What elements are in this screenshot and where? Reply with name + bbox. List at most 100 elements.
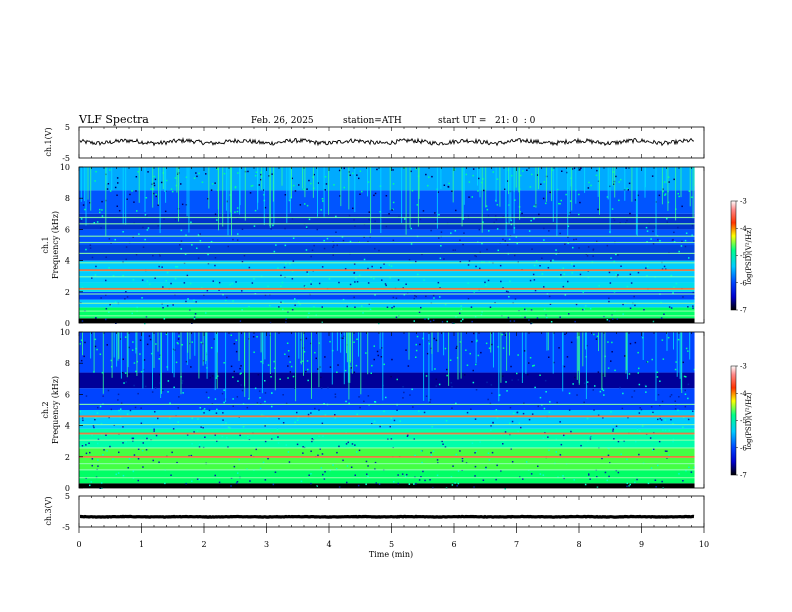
spec-speckle (599, 390, 602, 393)
spec-speckle (133, 454, 136, 456)
spec-speckle (615, 253, 617, 256)
spec-speckle (105, 279, 107, 282)
spec-speckle (186, 274, 189, 277)
spec-speckle (572, 383, 574, 385)
spec-speckle (463, 232, 465, 234)
spec-line-1-1 (79, 310, 695, 312)
spec-speckle (556, 401, 558, 404)
spec-speckle (171, 190, 174, 193)
spec-speckle (124, 298, 126, 300)
spec-sferic (346, 332, 347, 354)
spec-speckle (236, 396, 239, 398)
spec-speckle (539, 265, 541, 267)
spec-speckle (227, 446, 229, 448)
spec-speckle (451, 407, 453, 409)
spec-speckle (672, 292, 674, 294)
spec-speckle (105, 434, 107, 436)
spec-speckle (298, 184, 300, 186)
spec-speckle (214, 474, 216, 477)
spec-speckle (334, 393, 337, 395)
spec-speckle (451, 386, 453, 388)
spec-speckle (131, 349, 134, 351)
spec-speckle (404, 218, 406, 220)
spec-speckle (533, 364, 535, 367)
spec-speckle (691, 196, 693, 198)
spec-speckle (525, 461, 528, 463)
spec-speckle (366, 473, 368, 475)
spec-speckle (548, 356, 550, 358)
spec-speckle (607, 367, 610, 369)
spec-speckle (506, 244, 509, 246)
spec-speckle (291, 218, 294, 220)
spec-speckle (646, 230, 649, 232)
spec-speckle (579, 169, 581, 171)
spec-speckle (338, 486, 341, 488)
spec-speckle (214, 264, 216, 267)
spec-sferic (126, 332, 128, 378)
spec-speckle (251, 282, 254, 284)
spec-speckle (190, 454, 193, 457)
spec-speckle (282, 422, 285, 424)
spec-speckle (124, 372, 127, 374)
spec-speckle (137, 479, 139, 482)
spec-speckle (237, 472, 239, 474)
spec-speckle (455, 453, 457, 456)
spec-speckle (201, 287, 203, 289)
spec-sferic (261, 332, 263, 394)
spec-sferic (547, 332, 549, 351)
spec-speckle (329, 366, 332, 368)
spec-line-2-1 (79, 469, 695, 471)
spec-speckle (91, 464, 93, 467)
spec-speckle (505, 290, 508, 293)
spec-speckle (91, 277, 93, 279)
spec-speckle (651, 449, 654, 451)
spec-speckle (539, 374, 541, 376)
spec-speckle (200, 426, 202, 428)
spec-speckle (459, 261, 462, 263)
spec-speckle (392, 296, 395, 299)
spec-speckle (157, 204, 159, 206)
spec-sferic (585, 332, 587, 399)
spec-speckle (320, 467, 323, 469)
spec-speckle (379, 211, 381, 213)
spec-speckle (211, 183, 214, 185)
spec-speckle (307, 273, 309, 275)
spec-speckle (193, 177, 196, 179)
spec-speckle (327, 386, 329, 389)
spec-speckle (131, 190, 133, 192)
spec-sferic (498, 332, 500, 402)
spec-speckle (467, 264, 470, 266)
spec-speckle (267, 285, 269, 288)
spec-speckle (532, 365, 534, 367)
spec-speckle (541, 273, 544, 275)
spec-speckle (198, 478, 200, 481)
spec-speckle (530, 309, 533, 311)
spec-speckle (563, 477, 565, 480)
spec-speckle (191, 417, 193, 420)
spec-speckle (248, 305, 250, 308)
spec-speckle (176, 342, 179, 344)
spec-speckle (356, 281, 359, 283)
spec-speckle (504, 431, 507, 433)
spec-speckle (497, 346, 499, 348)
spec-speckle (180, 229, 183, 232)
spec-speckle (420, 450, 423, 452)
spec-speckle (509, 422, 511, 425)
spec-sferic (189, 332, 191, 360)
spec-speckle (216, 408, 218, 411)
spec-sferic (286, 167, 288, 223)
spec-speckle (672, 440, 674, 443)
spec-speckle (549, 401, 551, 403)
spec-speckle (378, 322, 380, 325)
spec-speckle (236, 217, 239, 219)
spec-speckle (424, 479, 426, 482)
spec-speckle (517, 379, 520, 381)
spec-speckle (671, 239, 674, 241)
spec-speckle (561, 170, 563, 172)
spec-speckle (369, 308, 372, 311)
spec-speckle (451, 484, 454, 486)
spec-speckle (506, 390, 508, 392)
spec-speckle (233, 343, 236, 345)
spec-sferic (176, 167, 178, 193)
